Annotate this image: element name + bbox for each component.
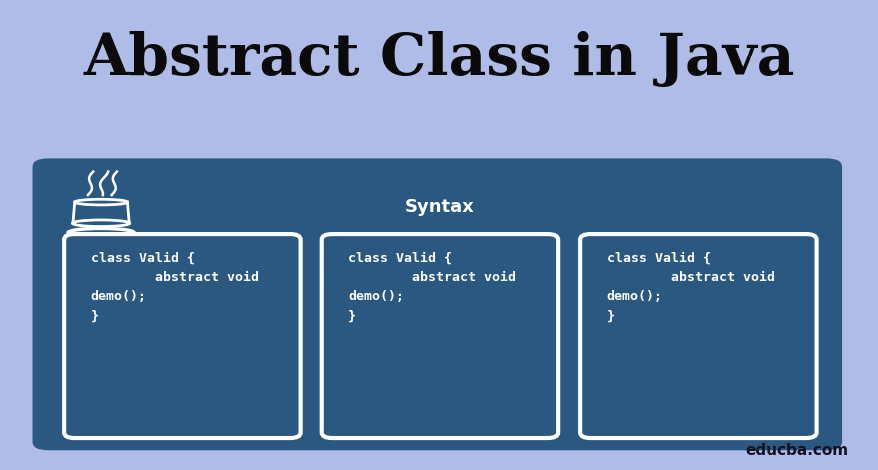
Text: class Valid {
        abstract void
demo();
}: class Valid { abstract void demo(); }	[90, 251, 258, 323]
Text: class Valid {
        abstract void
demo();
}: class Valid { abstract void demo(); }	[606, 251, 774, 323]
Text: Abstract Class in Java: Abstract Class in Java	[83, 31, 795, 87]
Text: Syntax: Syntax	[404, 198, 474, 216]
FancyBboxPatch shape	[32, 158, 841, 450]
FancyBboxPatch shape	[321, 234, 558, 438]
FancyBboxPatch shape	[64, 234, 300, 438]
Text: educba.com: educba.com	[745, 443, 847, 458]
FancyBboxPatch shape	[579, 234, 816, 438]
Text: class Valid {
        abstract void
demo();
}: class Valid { abstract void demo(); }	[348, 251, 515, 323]
